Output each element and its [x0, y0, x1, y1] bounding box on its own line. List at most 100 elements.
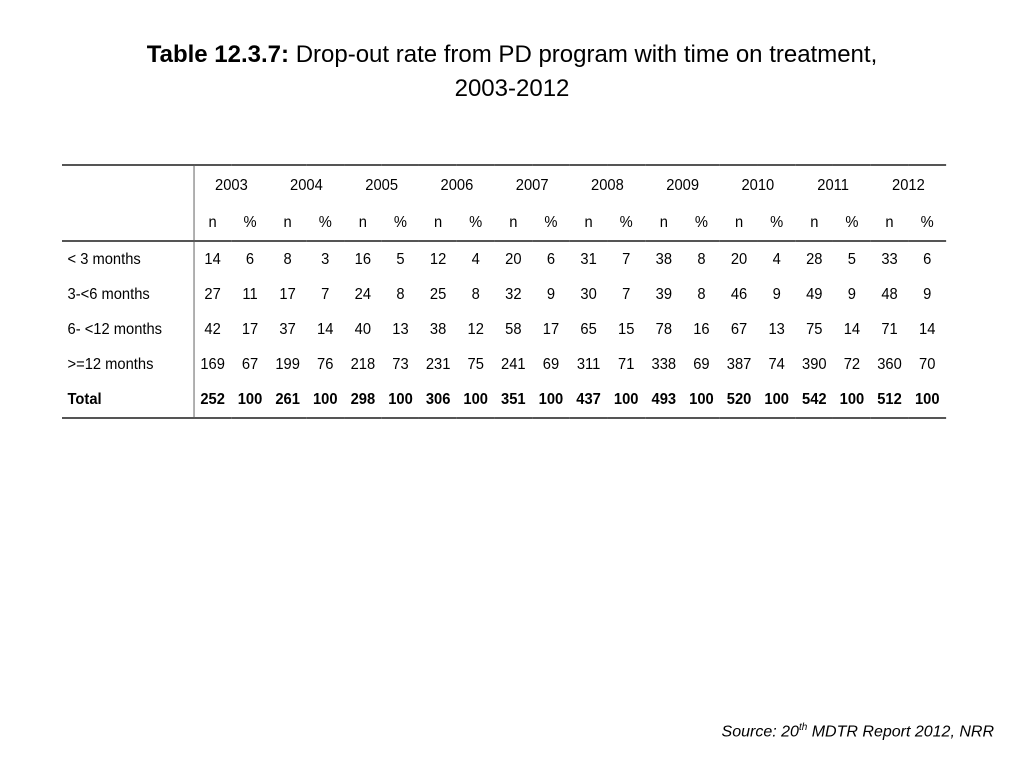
- corner-cell: [62, 164, 195, 206]
- count-cell: 14: [193, 240, 232, 277]
- count-cell: 25: [429, 285, 447, 303]
- percent-header: %: [845, 214, 859, 231]
- count-cell: 20: [494, 240, 533, 277]
- percent-cell: 75: [467, 355, 484, 373]
- year-header: 2004: [268, 164, 345, 206]
- count-cell: 199: [275, 355, 300, 373]
- year-header: 2005: [344, 164, 420, 206]
- count-cell: 351: [494, 382, 533, 419]
- year-header: 2011: [795, 164, 871, 206]
- percent-cell: 13: [768, 320, 785, 338]
- percent-cell: 76: [317, 355, 334, 373]
- count-cell: 12: [419, 240, 457, 277]
- percent-cell: 14: [919, 320, 936, 338]
- row-label: 6- <12 months: [62, 312, 195, 347]
- percent-cell: 6: [908, 240, 947, 277]
- percent-cell: 4: [456, 240, 495, 277]
- row-label: < 3 months: [62, 240, 195, 277]
- count-header: n: [283, 214, 292, 231]
- count-cell: 67: [730, 320, 748, 338]
- percent-cell: 70: [919, 355, 936, 373]
- count-header: n: [734, 214, 744, 231]
- count-header: n: [509, 214, 518, 231]
- table-row: 3-<6 months 27 11 17 7 24 8 25 8 32 9 30 7 39 8 46 9 49 9 4…: [62, 277, 946, 312]
- percent-cell: 8: [396, 285, 405, 303]
- row-label: 3-<6 months: [62, 277, 195, 312]
- year-header: 2006: [419, 164, 495, 206]
- percent-cell: 15: [618, 320, 635, 338]
- percent-header: %: [393, 214, 408, 231]
- percent-cell: 9: [546, 285, 556, 303]
- count-cell: 16: [344, 240, 382, 277]
- percent-cell: 100: [682, 382, 721, 419]
- title-line-1: Table 12.3.7: Drop-out rate from PD prog…: [0, 38, 1024, 72]
- percent-cell: 3: [306, 240, 345, 277]
- percent-cell: 8: [682, 240, 721, 277]
- count-cell: 542: [795, 382, 834, 419]
- count-cell: 27: [204, 285, 221, 303]
- count-cell: 311: [576, 355, 601, 373]
- count-cell: 39: [655, 285, 673, 303]
- source-note: Source: 20th MDTR Report 2012, NRR: [722, 722, 994, 741]
- title-text: Drop-out rate from PD program with time …: [289, 41, 878, 68]
- percent-cell: 4: [757, 240, 796, 277]
- count-header: n: [659, 214, 668, 231]
- percent-header: %: [318, 214, 332, 231]
- year-header: 2009: [645, 164, 721, 206]
- year-header: 2007: [494, 164, 570, 206]
- count-cell: 71: [881, 320, 898, 338]
- year-header: 2003: [193, 164, 269, 206]
- count-header: n: [885, 214, 894, 231]
- count-cell: 31: [569, 240, 608, 277]
- count-cell: 437: [569, 382, 608, 419]
- count-cell: 28: [795, 240, 834, 277]
- count-header: n: [810, 214, 819, 231]
- percent-cell: 7: [321, 285, 330, 303]
- count-cell: 65: [580, 320, 597, 338]
- percent-cell: 71: [618, 355, 635, 373]
- percent-header: %: [694, 214, 708, 231]
- dropout-table-container: 2003 2004 2005 2006 2007 2008 2009 2010 2011 2012…: [62, 164, 947, 419]
- count-cell: 241: [501, 355, 526, 373]
- percent-cell: 8: [697, 285, 706, 303]
- percent-cell: 8: [471, 285, 480, 303]
- count-cell: 218: [350, 355, 376, 373]
- count-cell: 30: [580, 285, 597, 303]
- count-cell: 40: [354, 320, 372, 338]
- count-cell: 231: [425, 355, 451, 373]
- table-row: Total 252 100 261 100 298 100 306 100 351 100 437 10…: [62, 382, 947, 419]
- dropout-table: 2003 2004 2005 2006 2007 2008 2009 2010 2011 2012…: [62, 164, 947, 419]
- percent-cell: 100: [381, 382, 420, 419]
- count-cell: 20: [720, 240, 758, 277]
- percent-cell: 69: [693, 355, 710, 373]
- table-row: >=12 months 169 67 199 76 218 73 231 75 241 69 311 7…: [62, 347, 946, 382]
- percent-cell: 17: [542, 320, 560, 338]
- source-prefix: Source: 20: [721, 723, 799, 741]
- percent-header: %: [920, 214, 934, 231]
- count-cell: 360: [877, 355, 902, 373]
- count-cell: 338: [651, 355, 677, 373]
- row-label: >=12 months: [62, 347, 195, 382]
- percent-cell: 17: [241, 320, 259, 338]
- year-header: 2012: [870, 164, 947, 206]
- percent-header: %: [770, 214, 784, 231]
- percent-cell: 73: [392, 355, 409, 373]
- percent-cell: 100: [231, 382, 269, 419]
- count-cell: 33: [870, 240, 909, 277]
- percent-cell: 13: [392, 320, 409, 338]
- percent-cell: 100: [757, 382, 796, 419]
- percent-cell: 100: [456, 382, 495, 419]
- percent-cell: 100: [306, 382, 345, 419]
- percent-cell: 100: [833, 382, 871, 419]
- percent-cell: 7: [622, 285, 631, 303]
- count-cell: 24: [354, 285, 372, 303]
- count-cell: 75: [806, 320, 823, 338]
- count-cell: 42: [204, 320, 221, 338]
- count-header: n: [208, 214, 217, 231]
- source-suffix: MDTR Report 2012, NRR: [807, 723, 994, 741]
- count-cell: 520: [720, 382, 758, 419]
- percent-cell: 14: [317, 320, 334, 338]
- count-cell: 252: [193, 382, 232, 419]
- percent-cell: 100: [532, 382, 570, 419]
- percent-cell: 16: [693, 320, 710, 338]
